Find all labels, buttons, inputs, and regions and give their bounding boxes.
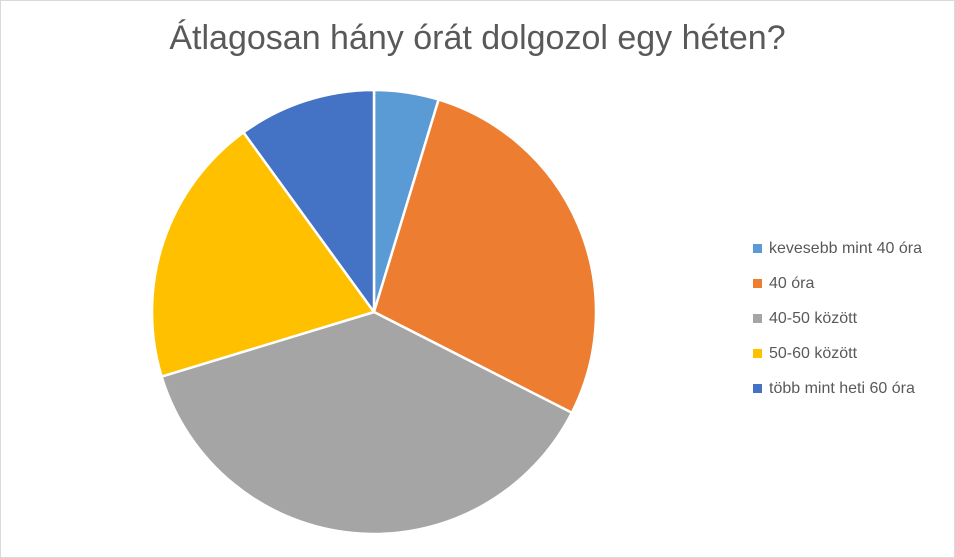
chart-title: Átlagosan hány órát dolgozol egy héten? xyxy=(169,19,786,57)
legend-item: 40 óra xyxy=(753,266,922,301)
pie-slice-3 xyxy=(160,310,574,536)
pie-slice-5 xyxy=(242,88,376,314)
legend: kevesebb mint 40 óra 40 óra 40-50 között 50… xyxy=(753,231,922,406)
legend-label: 50-60 között xyxy=(769,344,858,362)
legend-item: több mint heti 60 óra xyxy=(753,371,922,406)
pie-slices xyxy=(150,88,598,536)
legend-item: 50-60 között xyxy=(753,336,922,371)
legend-label: kevesebb mint 40 óra xyxy=(769,239,922,257)
legend-label: 40-50 között xyxy=(769,309,858,327)
legend-label: több mint heti 60 óra xyxy=(769,379,915,397)
legend-swatch xyxy=(753,384,762,393)
pie-slice-4 xyxy=(150,131,376,378)
legend-swatch xyxy=(753,349,762,358)
legend-swatch xyxy=(753,314,762,323)
legend-item: kevesebb mint 40 óra xyxy=(753,231,922,266)
legend-swatch xyxy=(753,279,762,288)
legend-item: 40-50 között xyxy=(753,301,922,336)
pie-slice-2 xyxy=(372,98,598,415)
legend-swatch xyxy=(753,244,762,253)
legend-label: 40 óra xyxy=(769,274,815,292)
